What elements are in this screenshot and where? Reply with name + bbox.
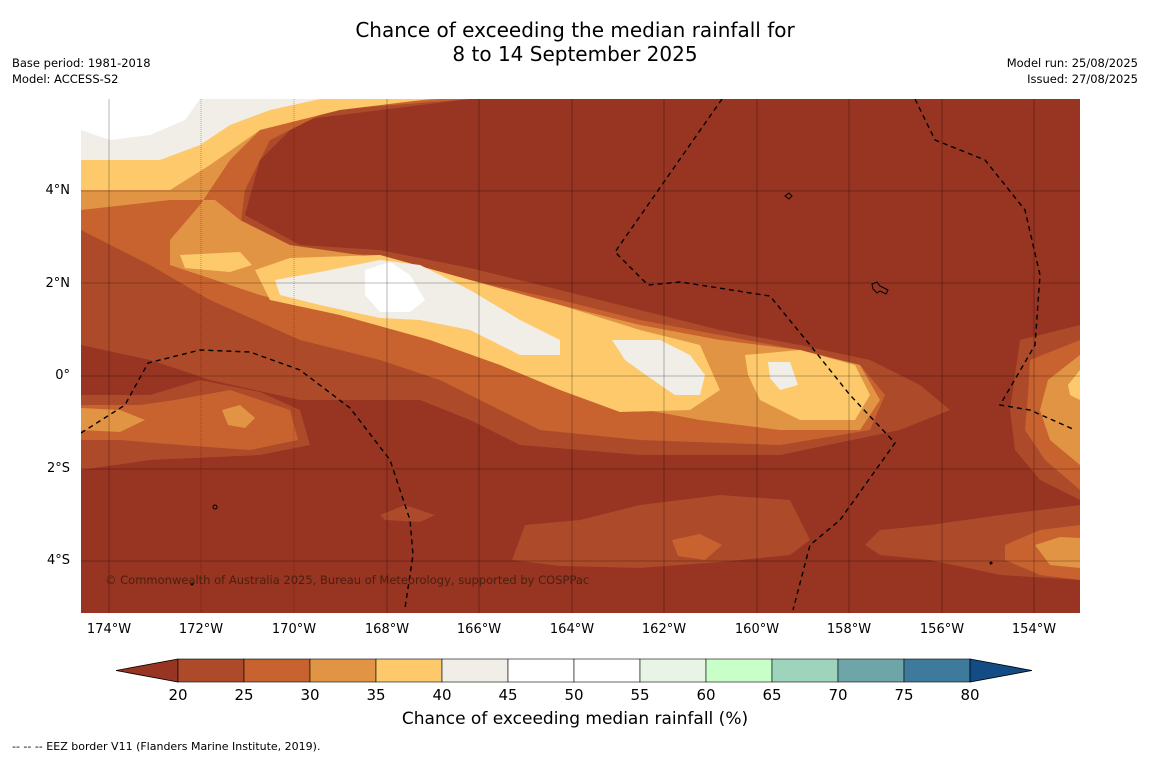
colorbar-tick: 50	[554, 686, 594, 704]
colorbar-tick: 75	[884, 686, 924, 704]
colorbar-swatch	[640, 659, 706, 682]
colorbar-tick: 45	[488, 686, 528, 704]
colorbar-extend-low	[116, 659, 178, 682]
colorbar-swatch	[376, 659, 442, 682]
colorbar-tick: 25	[224, 686, 264, 704]
colorbar	[0, 0, 1150, 700]
colorbar-swatch	[508, 659, 574, 682]
colorbar-tick: 65	[752, 686, 792, 704]
colorbar-tick: 80	[950, 686, 990, 704]
colorbar-extend-high	[970, 659, 1032, 682]
colorbar-swatches	[116, 659, 1032, 682]
colorbar-label: Chance of exceeding median rainfall (%)	[0, 709, 1150, 729]
colorbar-swatch	[310, 659, 376, 682]
colorbar-tick: 60	[686, 686, 726, 704]
colorbar-tick: 55	[620, 686, 660, 704]
colorbar-tick: 70	[818, 686, 858, 704]
eez-legend-note: -- -- -- EEZ border V11 (Flanders Marine…	[12, 740, 320, 753]
colorbar-tick: 35	[356, 686, 396, 704]
colorbar-tick: 30	[290, 686, 330, 704]
colorbar-swatch	[574, 659, 640, 682]
colorbar-tick: 40	[422, 686, 462, 704]
colorbar-swatch	[904, 659, 970, 682]
colorbar-tick: 20	[158, 686, 198, 704]
colorbar-swatch	[178, 659, 244, 682]
colorbar-swatch	[706, 659, 772, 682]
colorbar-swatch	[442, 659, 508, 682]
colorbar-swatch	[772, 659, 838, 682]
colorbar-swatch	[838, 659, 904, 682]
colorbar-swatch	[244, 659, 310, 682]
